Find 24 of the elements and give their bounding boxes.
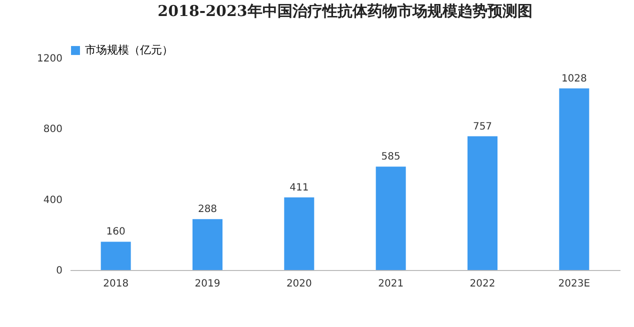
- data-label: 160: [106, 226, 126, 238]
- x-tick-label: 2022: [470, 278, 496, 290]
- y-tick-label: 1200: [37, 54, 62, 64]
- bar: [376, 166, 406, 270]
- data-label: 411: [290, 182, 309, 194]
- x-tick-label: 2021: [378, 278, 404, 290]
- data-label: 288: [198, 204, 218, 216]
- chart-title: 2018-2023年中国治疗性抗体药物市场规模趋势预测图: [158, 2, 532, 20]
- bar: [468, 136, 498, 270]
- bar: [559, 88, 590, 270]
- x-tick-label: 2018: [103, 278, 129, 290]
- data-label: 1028: [561, 73, 587, 84]
- y-tick-label: 400: [43, 194, 62, 206]
- bar: [100, 242, 131, 270]
- legend-label: 市场规模（亿元）: [85, 44, 173, 56]
- x-tick-label: 2019: [194, 278, 220, 290]
- data-label: 585: [381, 152, 400, 163]
- y-tick-label: 0: [56, 266, 62, 276]
- bar: [284, 197, 314, 270]
- x-tick-label: 2023E: [558, 278, 590, 290]
- data-label: 757: [472, 121, 492, 132]
- bar: [192, 219, 222, 270]
- x-tick-label: 2020: [286, 278, 312, 290]
- y-tick-label: 800: [43, 124, 62, 136]
